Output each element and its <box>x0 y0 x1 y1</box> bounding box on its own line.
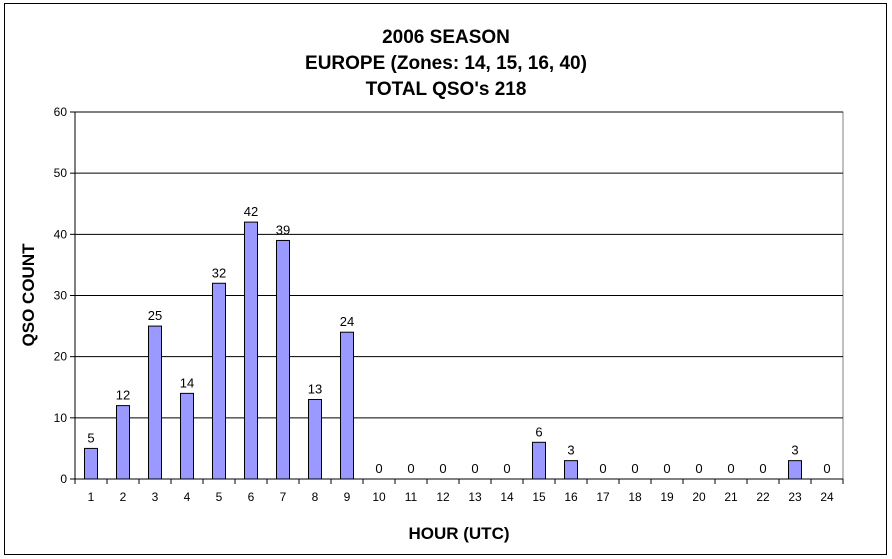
x-tick-label: 5 <box>216 490 223 504</box>
x-tick-label: 6 <box>248 490 255 504</box>
x-tick-label: 3 <box>152 490 159 504</box>
x-tick-label: 4 <box>184 490 191 504</box>
data-label-hour-8: 13 <box>308 381 322 396</box>
data-label-hour-19: 0 <box>663 461 670 476</box>
x-tick-label: 16 <box>564 490 578 504</box>
bar-hour-1 <box>84 447 98 480</box>
x-tick-label: 7 <box>280 490 287 504</box>
bar-hour-8 <box>308 398 322 480</box>
x-tick-label: 12 <box>436 490 450 504</box>
bar-hour-15 <box>532 441 546 480</box>
data-label-hour-14: 0 <box>503 461 510 476</box>
bar-hour-4 <box>180 392 194 480</box>
x-tick-label: 9 <box>344 490 351 504</box>
bar-hour-6 <box>244 221 258 480</box>
data-label-hour-5: 32 <box>212 265 226 280</box>
data-label-hour-6: 42 <box>244 204 258 219</box>
data-label-hour-1: 5 <box>87 430 94 445</box>
y-tick-label: 30 <box>54 289 68 303</box>
x-tick-label: 22 <box>756 490 770 504</box>
axes <box>70 111 844 484</box>
x-tick-label: 2 <box>120 490 127 504</box>
y-tick-label: 0 <box>60 472 67 486</box>
labels: 0102030405060511222531443254263971382490… <box>54 105 834 504</box>
y-axis-title: QSO COUNT <box>19 243 38 347</box>
gridlines <box>74 111 844 480</box>
data-label-hour-17: 0 <box>599 461 606 476</box>
bar-hour-7 <box>276 239 290 480</box>
data-label-hour-15: 6 <box>535 424 542 439</box>
bar-hour-16 <box>564 460 578 480</box>
bar-hour-9 <box>340 331 354 480</box>
bar-hour-2 <box>116 405 130 480</box>
bar-hour-3 <box>148 325 162 480</box>
data-label-hour-16: 3 <box>567 443 574 458</box>
data-label-hour-21: 0 <box>727 461 734 476</box>
x-tick-label: 15 <box>532 490 546 504</box>
data-label-hour-22: 0 <box>759 461 766 476</box>
bars <box>84 221 802 480</box>
data-label-hour-10: 0 <box>375 461 382 476</box>
data-label-hour-2: 12 <box>116 388 130 403</box>
x-tick-label: 1 <box>88 490 95 504</box>
x-tick-label: 24 <box>820 490 834 504</box>
data-label-hour-18: 0 <box>631 461 638 476</box>
x-tick-label: 17 <box>596 490 610 504</box>
x-tick-label: 11 <box>405 490 418 504</box>
y-tick-label: 40 <box>54 227 68 241</box>
data-label-hour-9: 24 <box>340 314 354 329</box>
y-tick-label: 60 <box>54 105 68 119</box>
x-axis-title: HOUR (UTC) <box>408 524 509 543</box>
x-tick-label: 21 <box>724 490 738 504</box>
data-label-hour-20: 0 <box>695 461 702 476</box>
chart-title-line-2: EUROPE (Zones: 14, 15, 16, 40) <box>305 53 587 74</box>
bar-hour-23 <box>788 460 802 480</box>
x-tick-label: 10 <box>372 490 386 504</box>
x-tick-label: 13 <box>468 490 482 504</box>
data-label-hour-24: 0 <box>823 461 830 476</box>
x-tick-label: 23 <box>788 490 802 504</box>
chart-title-line-3: TOTAL QSO's 218 <box>365 79 527 100</box>
data-label-hour-7: 39 <box>276 222 290 237</box>
data-label-hour-4: 14 <box>180 375 194 390</box>
x-tick-label: 19 <box>660 490 674 504</box>
y-tick-label: 50 <box>54 166 68 180</box>
y-tick-label: 10 <box>54 411 68 425</box>
x-tick-label: 18 <box>628 490 642 504</box>
bar-hour-5 <box>212 282 226 480</box>
data-label-hour-11: 0 <box>407 461 414 476</box>
x-tick-label: 8 <box>312 490 319 504</box>
chart-title-line-1: 2006 SEASON <box>382 27 510 48</box>
data-label-hour-3: 25 <box>148 308 162 323</box>
x-tick-label: 20 <box>692 490 706 504</box>
x-tick-label: 14 <box>500 490 514 504</box>
data-label-hour-13: 0 <box>471 461 478 476</box>
data-label-hour-23: 3 <box>791 443 798 458</box>
y-tick-label: 20 <box>54 350 68 364</box>
data-label-hour-12: 0 <box>439 461 446 476</box>
